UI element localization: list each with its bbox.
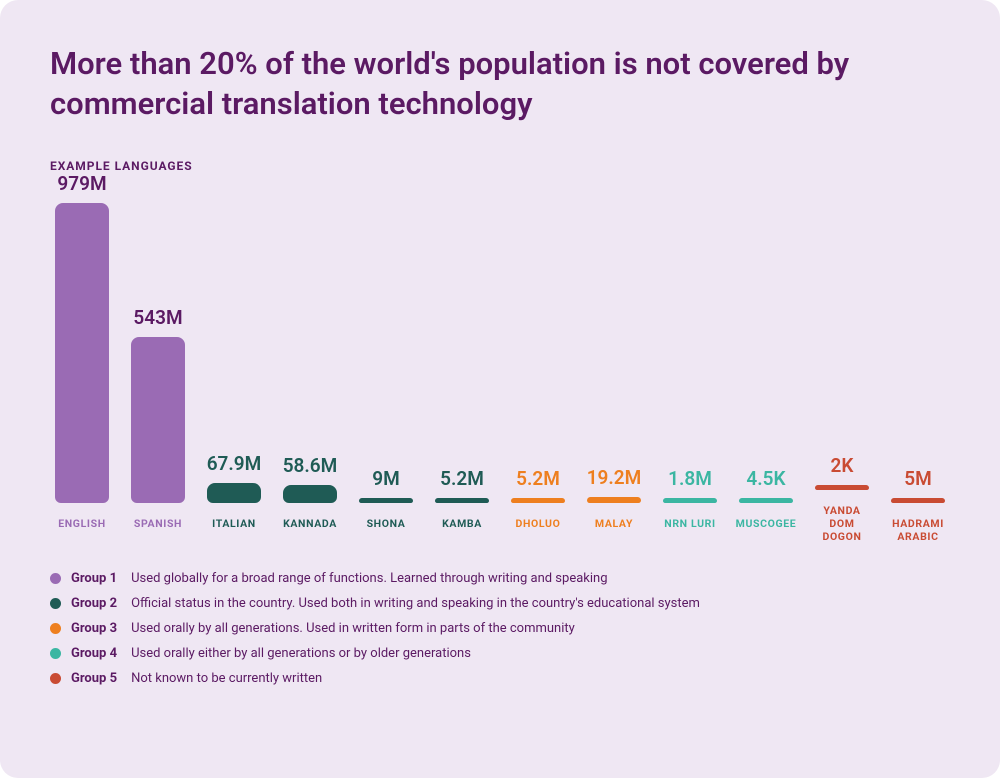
bar-value-label: 979M [57, 172, 106, 195]
bar-chart: 979MENGLISH543MSPANISH67.9MITALIAN58.6MK… [50, 183, 950, 543]
bar-category-label: SHONA [367, 517, 406, 543]
bar-value-label: 5M [904, 467, 931, 490]
bar-column: 979M ENGLISH [50, 172, 114, 543]
bar-category-label: KAMBA [442, 517, 482, 543]
bar-value-label: 58.6M [283, 454, 338, 477]
bar-column: 58.6M KANNADA [278, 454, 342, 543]
bar-value-label: 1.8M [668, 467, 712, 490]
bar [739, 498, 793, 503]
legend-group-desc: Used orally by all generations. Used in … [131, 621, 575, 636]
bar-category-label: SPANISH [134, 517, 182, 543]
bar-category-label: ENGLISH [58, 517, 106, 543]
legend-row: Group 1 Used globally for a broad range o… [50, 571, 950, 586]
legend-swatch [50, 648, 61, 659]
chart-title: More than 20% of the world's population … [50, 44, 870, 123]
bar [891, 498, 945, 503]
chart-card: More than 20% of the world's population … [0, 0, 1000, 778]
legend-swatch [50, 573, 61, 584]
bar [207, 483, 261, 504]
bar-value-label: 5.2M [516, 467, 560, 490]
bar-column: 1.8M NRN LURI [658, 467, 722, 543]
legend-group-name: Group 1 [71, 571, 117, 586]
bar-column: 19.2M MALAY [582, 466, 646, 543]
legend-group-desc: Used globally for a broad range of funct… [131, 571, 607, 586]
bar [511, 498, 565, 503]
bar-column: 67.9M ITALIAN [202, 452, 266, 544]
bar-column: 4.5K MUSCOGEE [734, 467, 798, 543]
bar-value-label: 4.5K [746, 467, 785, 490]
bar [283, 485, 337, 503]
bar-column: 543M SPANISH [126, 306, 190, 543]
bar-value-label: 9M [372, 467, 399, 490]
legend-row: Group 5 Not known to be currently written [50, 671, 950, 686]
legend-group-desc: Used orally either by all generations or… [131, 646, 471, 661]
bar-column: 9M SHONA [354, 467, 418, 543]
legend-swatch [50, 598, 61, 609]
bar-value-label: 67.9M [207, 452, 262, 475]
bar-value-label: 2K [831, 454, 854, 477]
bar-value-label: 5.2M [440, 467, 484, 490]
bar-column: 5M HADRAMI ARABIC [886, 467, 950, 543]
bar-category-label: MALAY [595, 517, 633, 543]
bar [663, 498, 717, 503]
legend-row: Group 4 Used orally either by all generat… [50, 646, 950, 661]
bar [815, 485, 869, 490]
bar-category-label: YANDA DOM DOGON [810, 504, 874, 543]
legend-group-name: Group 5 [71, 671, 117, 686]
bar-category-label: NRN LURI [664, 517, 715, 543]
legend-swatch [50, 673, 61, 684]
bar-category-label: ITALIAN [212, 517, 256, 543]
bar [435, 498, 489, 503]
bar-category-label: MUSCOGEE [736, 517, 797, 543]
chart-subhead: EXAMPLE LANGUAGES [50, 159, 950, 173]
bar-value-label: 19.2M [587, 466, 642, 489]
bar-category-label: DHOLUO [516, 517, 561, 543]
legend-group-name: Group 3 [71, 621, 117, 636]
bar [359, 498, 413, 503]
legend-swatch [50, 623, 61, 634]
legend-group-name: Group 2 [71, 596, 117, 611]
legend: Group 1 Used globally for a broad range o… [50, 571, 950, 686]
legend-group-desc: Official status in the country. Used bot… [131, 596, 700, 611]
bar [587, 497, 641, 503]
bar [55, 203, 109, 503]
bar [131, 337, 185, 503]
legend-group-name: Group 4 [71, 646, 117, 661]
bar-column: 5.2M DHOLUO [506, 467, 570, 543]
bar-category-label: HADRAMI ARABIC [892, 517, 944, 543]
bar-column: 5.2M KAMBA [430, 467, 494, 543]
legend-row: Group 3 Used orally by all generations. U… [50, 621, 950, 636]
legend-group-desc: Not known to be currently written [131, 671, 322, 686]
legend-row: Group 2 Official status in the country. U… [50, 596, 950, 611]
bar-column: 2K YANDA DOM DOGON [810, 454, 874, 543]
bar-category-label: KANNADA [283, 517, 337, 543]
bar-value-label: 543M [133, 306, 182, 329]
